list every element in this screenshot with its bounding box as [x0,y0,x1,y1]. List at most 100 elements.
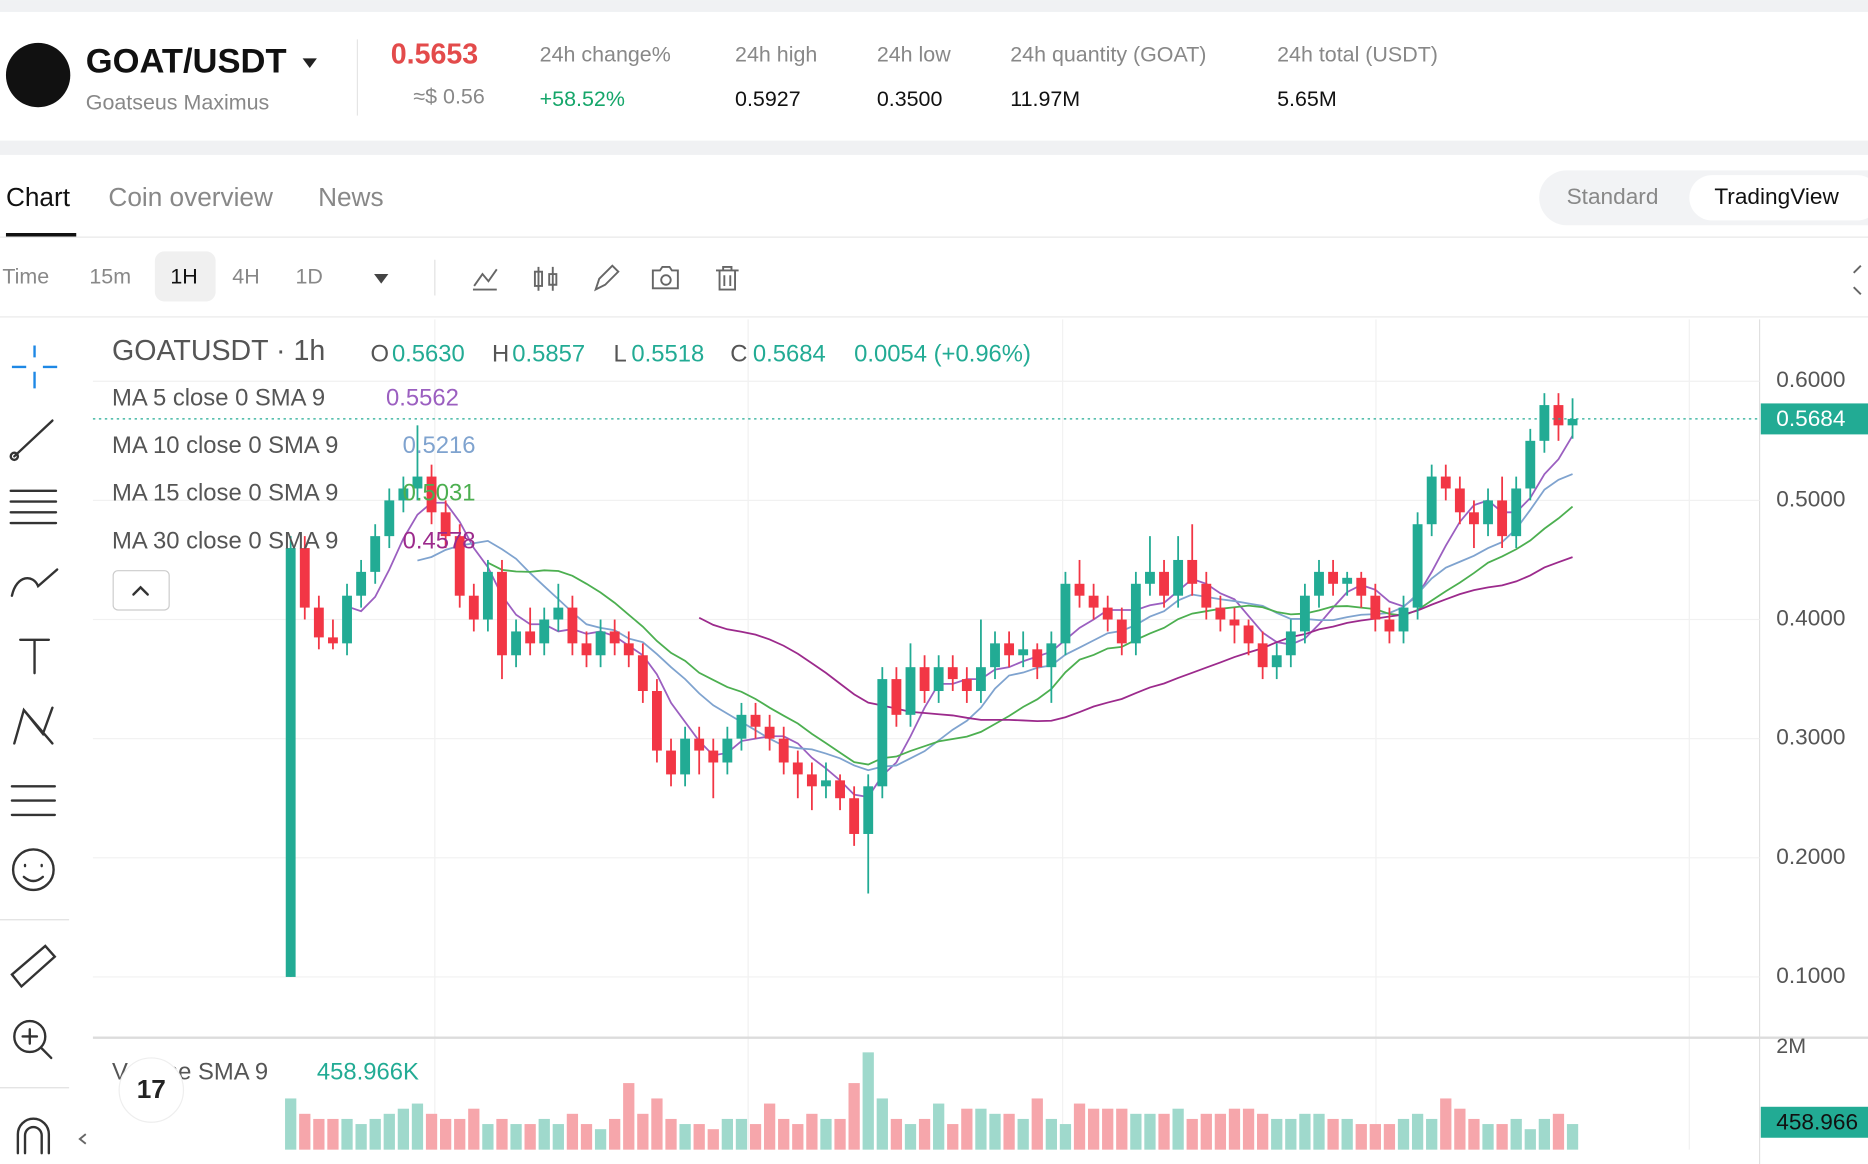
candle-body [1004,643,1015,656]
candle-body [1398,607,1409,632]
candle-body [1201,583,1212,608]
ma-label: MA 10 close 0 SMA 9 [112,432,338,459]
candle-body [356,571,367,596]
ma-line [487,505,1574,766]
volume-bar [468,1108,480,1150]
candle-body [1469,512,1479,525]
volume-bar [862,1052,874,1150]
crosshair-tool[interactable] [11,345,58,389]
stat-label: 24h total (USDT) [1277,43,1438,67]
line-tool[interactable] [9,419,54,462]
interval[interactable]: 4H [232,264,259,288]
candle-body [370,536,381,572]
interval-label: Time [2,264,49,288]
view-option[interactable]: Standard [1567,184,1659,209]
candle-body [1116,619,1127,644]
volume-bar [1045,1118,1057,1150]
ma-label: MA 15 close 0 SMA 9 [112,480,338,507]
interval[interactable]: 15m [89,264,131,288]
candle-body [1060,583,1071,644]
candle-body [426,476,437,513]
volume-bar [637,1113,649,1150]
ruler-tool[interactable] [10,944,57,989]
volume-bar [1383,1124,1396,1150]
interval-dropdown[interactable] [374,274,389,284]
collapse-arrow[interactable] [78,1133,87,1145]
volume-bar [1496,1124,1508,1150]
ma-label: MA 5 close 0 SMA 9 [112,384,325,411]
volume-bar [918,1118,931,1150]
volume-bar [1144,1113,1156,1150]
tab[interactable]: Coin overview [108,182,273,212]
pattern-tool[interactable] [13,706,54,745]
plot: 0.1000 0.2000 0.3000 0.4000 0.5000 0.6000 2M 0.… [92,367,1868,1150]
volume-bar [1059,1124,1072,1150]
intervals: Time 15m 1H 4H 1D [2,264,322,288]
interval[interactable]: 1D [295,264,322,288]
candle-body [285,548,296,977]
zoom-tool[interactable] [13,1019,47,1054]
volume-bar [834,1118,846,1150]
interval-selected [154,251,216,302]
volume-bar [1257,1113,1269,1150]
volume-bar [721,1118,733,1150]
candle-type-icon[interactable] [533,266,558,291]
candle-body [623,643,634,656]
stat-value: 0.5927 [735,87,801,111]
screenshot-icon[interactable] [651,265,679,290]
ohlc-key: L [614,340,627,367]
prediction-tool[interactable] [10,785,56,817]
volume-bar [778,1118,790,1150]
volume-bar [341,1118,353,1150]
view-option[interactable]: TradingView [1714,184,1839,209]
candle-body [1567,418,1578,426]
magnet-tool[interactable] [16,1117,51,1155]
y-tick-label: 0.6000 [1776,367,1845,392]
volume-bar [876,1098,888,1150]
volume-bar [1073,1103,1086,1150]
pair[interactable]: GOAT/USDT [86,42,287,80]
interval[interactable]: 1H [170,264,197,288]
volume-bar [1242,1108,1255,1150]
delete-icon[interactable] [715,265,739,291]
ohlc-value: 0.5518 [631,340,704,367]
candle-body [694,738,705,751]
candle-body [1314,571,1324,596]
brush-tool[interactable] [10,568,59,597]
legend: GOATUSDT · 1h O 0.5630 H 0.5857 L 0.5518 C 0.56… [112,335,1031,1086]
tv-logo [118,1057,185,1123]
volume-bar [749,1124,762,1150]
collapse-legend[interactable] [112,570,170,611]
volume-bar [524,1124,536,1150]
volume-bar [1158,1113,1170,1150]
volume-bar [1454,1108,1466,1150]
volume-bar [1411,1113,1424,1150]
volume-bar [1087,1108,1100,1150]
pair-dropdown[interactable] [302,58,317,68]
volume-bar [299,1113,311,1150]
fib-tool[interactable] [9,489,58,525]
volume-bar [763,1103,776,1150]
candle-body [1271,655,1282,668]
tab[interactable]: News [318,182,383,212]
chart-toolbar [472,264,1862,295]
candle-body [975,667,986,692]
candle-body [511,631,521,656]
candle-body [1088,595,1099,608]
candle-body [412,476,423,489]
fullscreen-icon[interactable] [1853,265,1862,295]
emoji-tool[interactable] [11,848,55,892]
indicator-icon[interactable] [472,268,498,291]
tab[interactable]: Chart [6,182,71,212]
strip [0,140,1868,155]
volume-bar [482,1124,494,1150]
draw-icon[interactable] [594,264,620,292]
candle-body [1145,571,1155,584]
candle-body [835,780,845,799]
candle-body [482,571,493,620]
volume-bar [806,1113,818,1150]
volume-bar [989,1113,1001,1150]
volume-bar [735,1118,748,1150]
y-tick-label: 0.1000 [1776,963,1845,988]
text-tool[interactable] [19,638,51,675]
